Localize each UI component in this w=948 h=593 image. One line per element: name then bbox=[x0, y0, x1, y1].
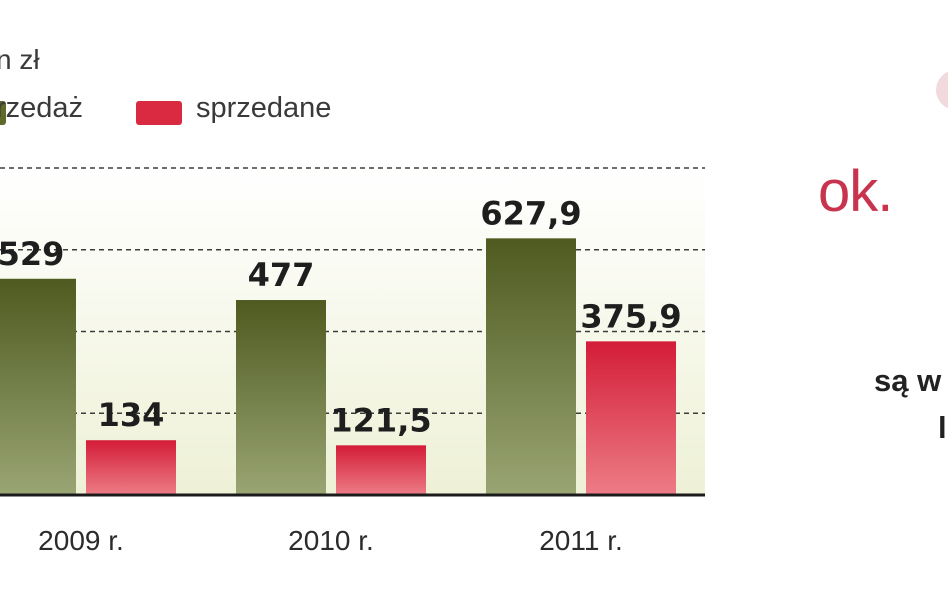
decorative-mark bbox=[936, 70, 948, 110]
bar-series2-0 bbox=[86, 440, 176, 495]
side-highlight-text: ok. bbox=[818, 159, 893, 224]
value-label: 627,9 bbox=[480, 194, 581, 232]
legend-swatch-series1 bbox=[0, 101, 6, 125]
unit-label: n zł bbox=[0, 44, 40, 75]
bars bbox=[0, 238, 676, 495]
side-text-line1: są w bbox=[874, 363, 942, 398]
value-label: 375,9 bbox=[580, 297, 681, 335]
x-tick-label: 2011 r. bbox=[539, 525, 623, 556]
bar-series1-0 bbox=[0, 278, 76, 495]
legend-label-series2: sprzedane bbox=[196, 92, 332, 124]
bar-series2-2 bbox=[586, 341, 676, 495]
side-text-line2: l bbox=[938, 410, 947, 445]
value-label: 529 bbox=[0, 235, 64, 273]
value-label: 121,5 bbox=[330, 401, 431, 439]
value-labels: 529 134 477 121,5 627,9 375,9 bbox=[0, 194, 682, 439]
legend-swatch-series2 bbox=[136, 101, 182, 125]
bar-series1-2 bbox=[486, 238, 576, 495]
value-label: 134 bbox=[98, 396, 165, 434]
legend-label-series1: rzedaż bbox=[0, 92, 84, 124]
bar-series1-1 bbox=[236, 300, 326, 495]
x-tick-label: 2010 r. bbox=[288, 525, 374, 556]
x-tick-label: 2009 r. bbox=[38, 525, 124, 556]
x-tick-labels: 2009 r. 2010 r. 2011 r. bbox=[38, 525, 623, 556]
bar-series2-1 bbox=[336, 445, 426, 495]
value-label: 477 bbox=[248, 256, 315, 294]
